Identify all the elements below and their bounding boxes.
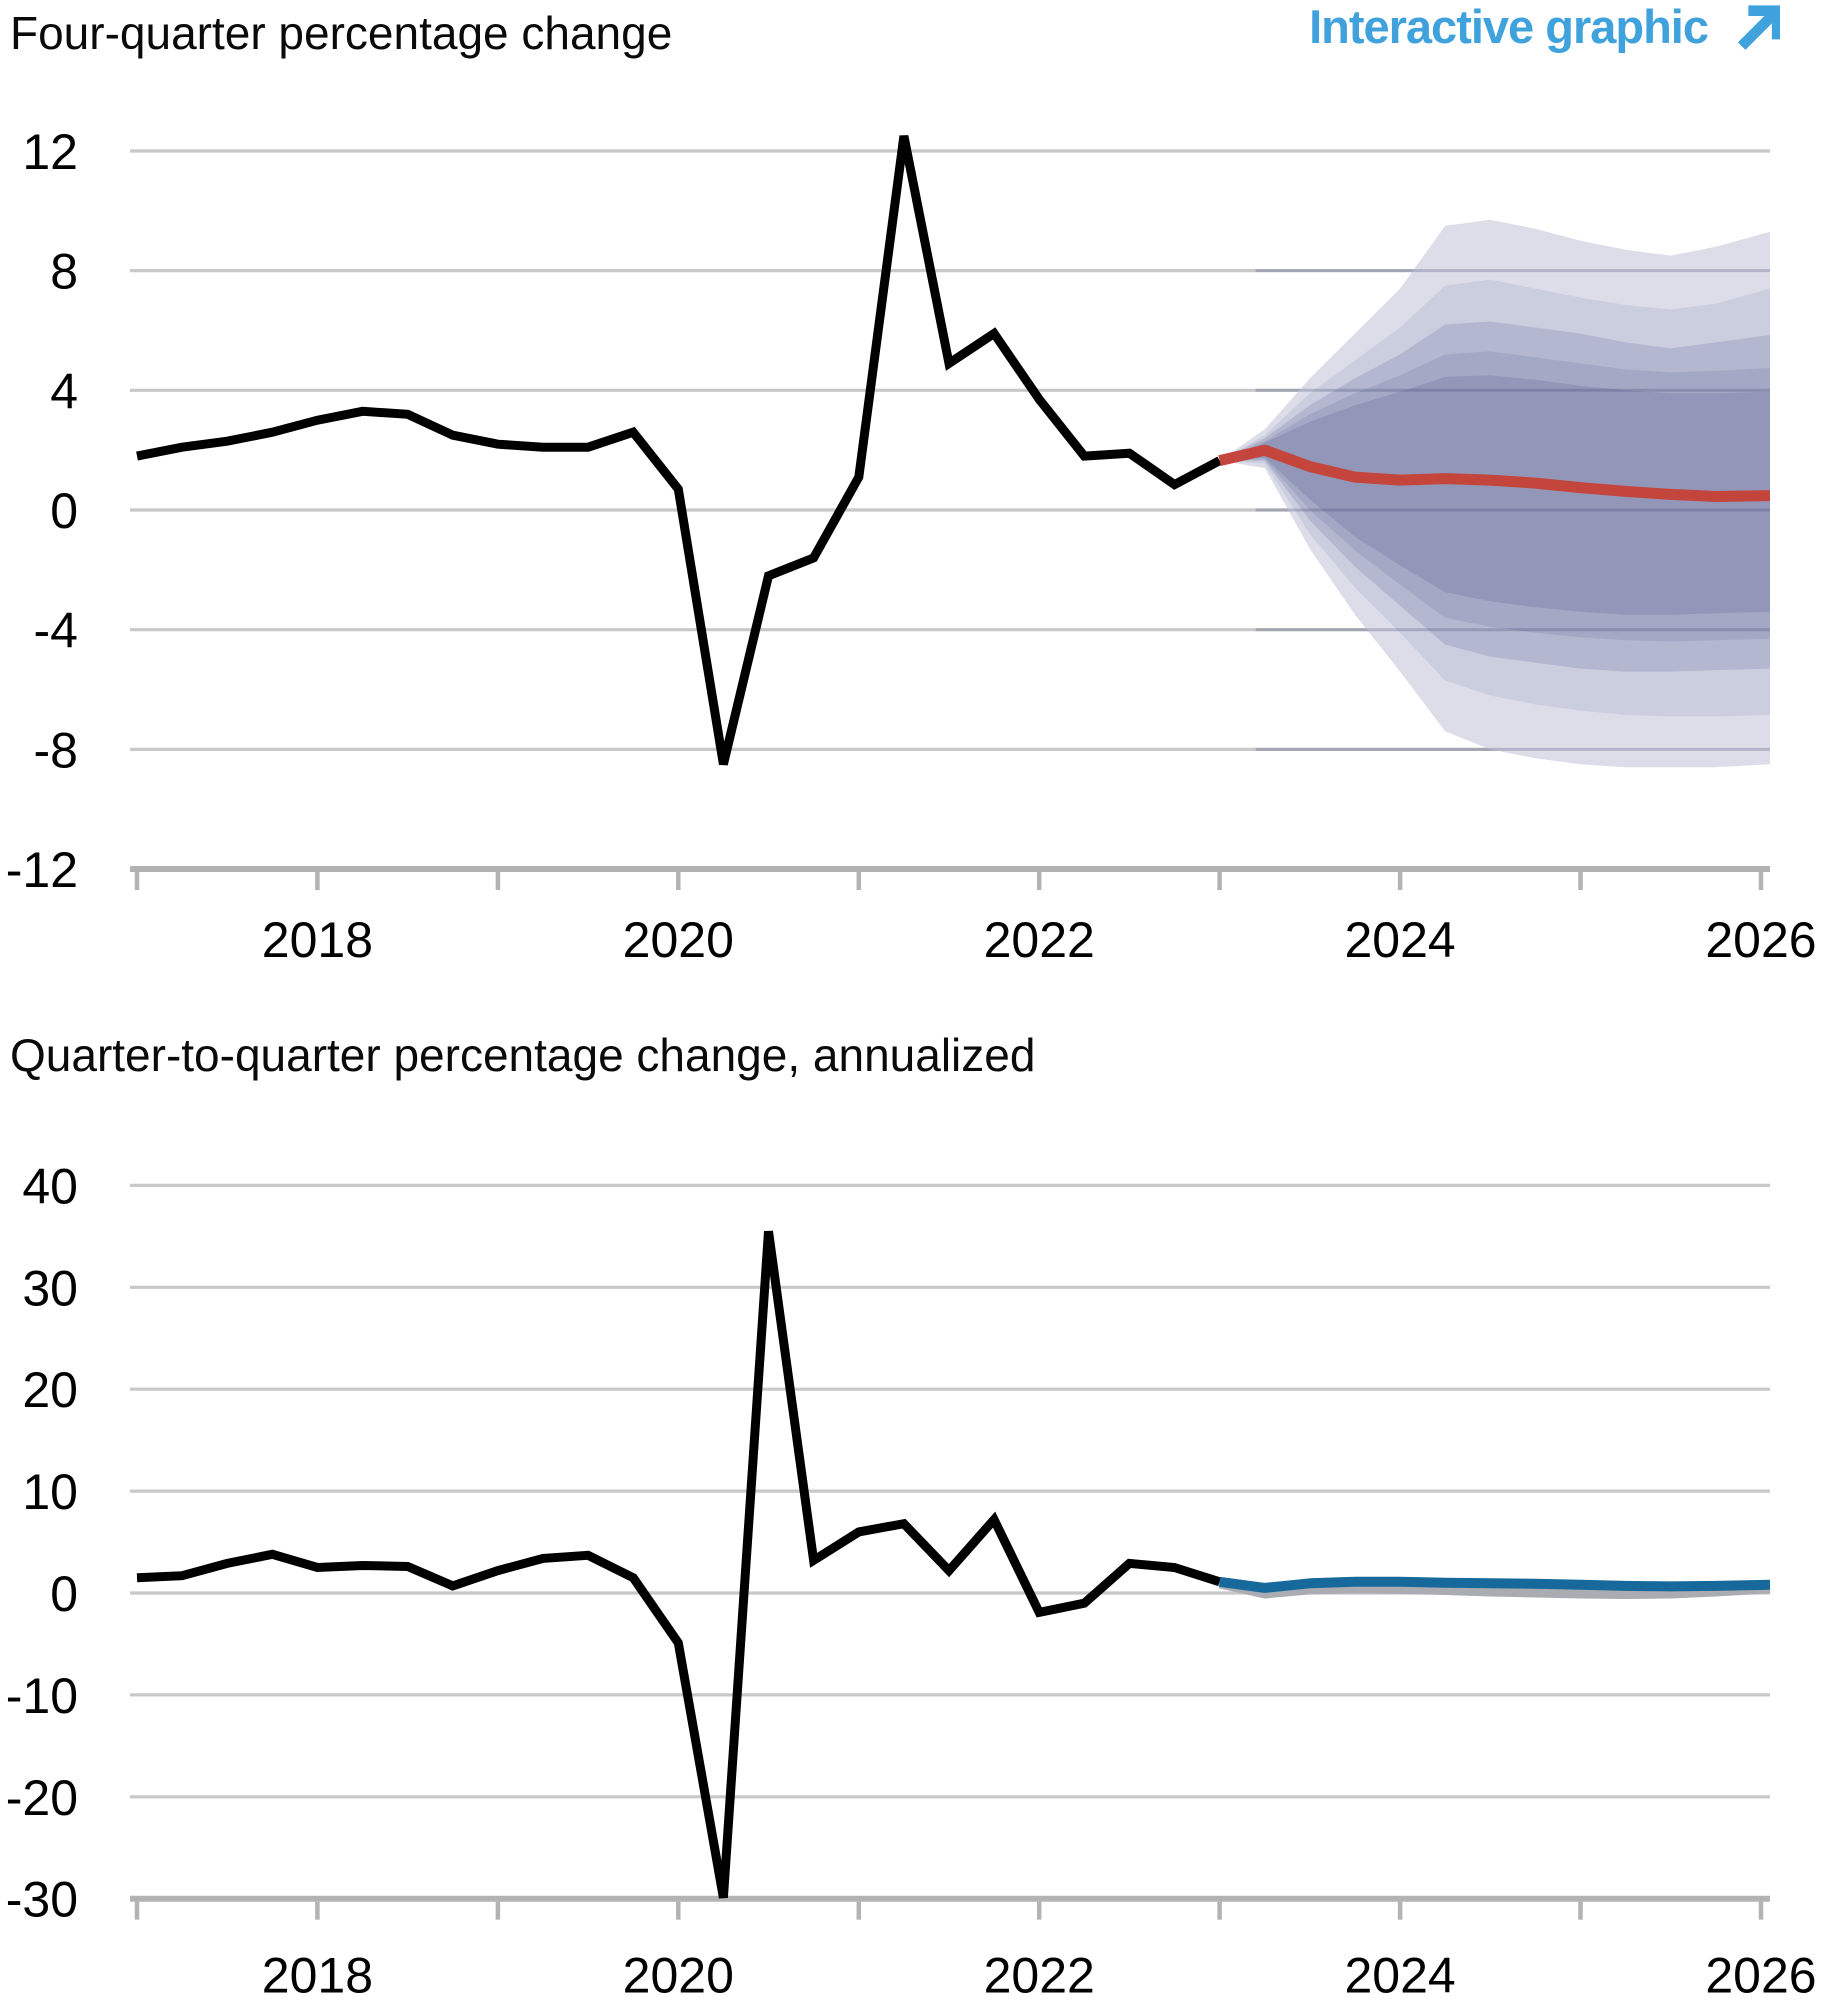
uncertainty-band-50 [1219, 375, 1770, 615]
mean-forecast-four-quarter-line [1218, 444, 1771, 502]
previous-forecast-quarterly-line [1218, 1579, 1771, 1599]
y-axis-label: 8 [50, 244, 78, 300]
mean-forecast-quarterly-line [1218, 1576, 1771, 1593]
y-axis-label: -8 [34, 722, 78, 778]
y-axis-label: 30 [22, 1260, 78, 1316]
actual-gdp-four-quarter-line [136, 135, 1222, 766]
y-axis-label: -10 [6, 1668, 78, 1724]
y-axis-label: -20 [6, 1770, 78, 1826]
x-axis-label: 2018 [262, 1948, 373, 2001]
y-axis-label: 12 [22, 124, 78, 180]
y-axis-label: -4 [34, 603, 78, 659]
bottom-chart-title: Quarter-to-quarter percentage change, an… [10, 1029, 1036, 1081]
y-axis-label: 40 [22, 1158, 78, 1214]
y-axis-label: 10 [22, 1464, 78, 1520]
actual-gdp-quarterly-annualized-line [136, 1230, 1221, 1899]
x-axis-label: 2026 [1705, 1948, 1816, 2001]
y-axis-label: -30 [6, 1872, 78, 1928]
x-axis-label: 2024 [1344, 912, 1455, 968]
interactive-graphic-link[interactable]: Interactive graphic [1309, 2, 1780, 51]
top-chart-title: Four-quarter percentage change [10, 7, 673, 59]
x-axis-label: 2020 [623, 1948, 734, 2001]
x-axis-label: 2018 [262, 912, 373, 968]
y-axis-label: 0 [50, 1566, 78, 1622]
x-axis-label: 2026 [1705, 912, 1816, 968]
arrow-up-right-icon [1737, 5, 1780, 50]
y-axis-label: -12 [6, 842, 78, 898]
x-axis-label: 2022 [984, 1948, 1095, 2001]
x-axis-label: 2022 [984, 912, 1095, 968]
y-axis-label: 0 [50, 483, 78, 539]
interactive-graphic-label: Interactive graphic [1309, 0, 1709, 53]
y-axis-label: 4 [50, 363, 78, 419]
x-axis-label: 2020 [623, 912, 734, 968]
y-axis-label: 20 [22, 1362, 78, 1418]
x-axis-label: 2024 [1344, 1948, 1455, 2001]
